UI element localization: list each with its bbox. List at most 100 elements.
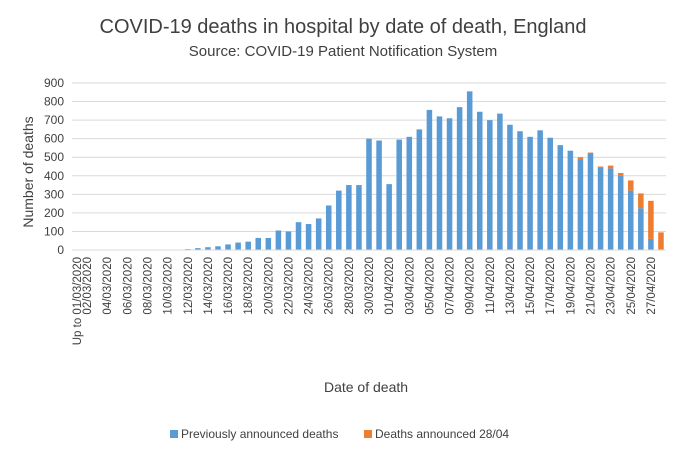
legend-label-previous: Previously announced deaths	[181, 427, 338, 441]
y-tick-label: 400	[44, 169, 64, 183]
bar-previous	[305, 224, 312, 250]
bar-previous	[648, 238, 654, 250]
y-tick-label: 100	[44, 224, 64, 238]
x-tick-label: 19/04/2020	[565, 257, 577, 315]
bar-previous	[567, 150, 574, 250]
x-tick-label: 08/03/2020	[143, 257, 155, 315]
x-tick-label: 07/04/2020	[445, 257, 457, 315]
x-tick-label: 28/03/2020	[344, 257, 356, 315]
x-tick-label: 05/04/2020	[424, 257, 436, 315]
bar-previous	[587, 153, 594, 250]
legend-swatch-previous	[170, 430, 178, 438]
bar-previous	[507, 124, 513, 250]
x-tick-label: 10/03/2020	[163, 257, 175, 315]
bar-previous	[577, 159, 584, 250]
bar-previous	[205, 247, 211, 250]
bar-previous	[225, 244, 231, 250]
bar-previous	[466, 91, 473, 250]
bar-previous	[315, 218, 322, 250]
bar-previous	[487, 120, 493, 250]
x-tick-label: 01/04/2020	[384, 257, 396, 315]
bar-previous	[627, 190, 634, 250]
bar-previous	[638, 208, 644, 250]
bar-new	[658, 232, 664, 250]
bar-previous	[245, 241, 251, 250]
y-tick-label: 600	[44, 132, 64, 146]
chart-title: COVID-19 deaths in hospital by date of d…	[100, 16, 587, 38]
bar-new	[617, 172, 624, 176]
bar-previous	[336, 190, 342, 250]
x-tick-label: 27/04/2020	[646, 257, 658, 315]
x-tick-label: 04/03/2020	[102, 257, 114, 315]
x-tick-label: 16/03/2020	[223, 257, 235, 315]
bar-previous	[366, 138, 372, 250]
bar-previous	[476, 111, 483, 250]
bar-previous	[265, 237, 272, 250]
bar-previous	[285, 231, 292, 250]
x-tick-label: 15/04/2020	[525, 257, 537, 315]
y-tick-label: 900	[44, 76, 64, 90]
y-tick-label: 500	[44, 150, 64, 164]
bar-new	[638, 193, 644, 209]
bar-previous	[215, 246, 221, 250]
bar-previous	[235, 242, 241, 250]
bar-previous	[275, 230, 282, 250]
bar-new	[597, 166, 604, 168]
bar-previous	[436, 116, 443, 251]
chart-subtitle: Source: COVID-19 Patient Notification Sy…	[189, 43, 497, 60]
bar-previous	[406, 136, 413, 250]
bar-previous	[497, 113, 503, 250]
bar-previous	[527, 136, 533, 250]
legend-label-new: Deaths announced 28/04	[375, 427, 509, 441]
x-tick-label: 24/03/2020	[304, 257, 316, 315]
bar-previous	[396, 139, 402, 250]
bar-previous	[537, 130, 543, 250]
x-tick-label: 03/04/2020	[404, 257, 416, 315]
bar-previous	[376, 140, 382, 250]
bar-previous	[295, 222, 302, 250]
x-tick-label: 23/04/2020	[606, 257, 618, 315]
x-tick-label: 14/03/2020	[203, 257, 215, 315]
bar-new	[587, 152, 594, 154]
x-axis-label: Date of death	[324, 379, 408, 395]
legend-swatch-new	[364, 430, 372, 438]
x-tick-label: 25/04/2020	[626, 257, 638, 315]
bar-previous	[255, 237, 262, 250]
x-tick-label: 20/03/2020	[263, 257, 275, 315]
bar-previous	[607, 168, 614, 250]
bars	[185, 91, 664, 251]
x-tick-label: 30/03/2020	[364, 257, 376, 315]
y-tick-label: 0	[57, 243, 64, 257]
bar-previous	[426, 109, 433, 251]
bar-previous	[356, 185, 362, 250]
x-tick-label: 02/03/2020	[82, 257, 94, 315]
bar-previous	[446, 118, 453, 250]
bar-new	[607, 165, 614, 169]
y-tick-label: 800	[44, 95, 64, 109]
bar-previous	[617, 175, 624, 250]
bar-previous	[346, 185, 352, 250]
bar-new	[577, 157, 584, 160]
x-tick-label: 21/04/2020	[585, 257, 597, 315]
x-tick-label: 18/03/2020	[243, 257, 255, 315]
x-tick-label: 06/03/2020	[122, 257, 134, 315]
y-tick-label: 300	[44, 187, 64, 201]
x-tick-label: 09/04/2020	[465, 257, 477, 315]
x-tick-label: 17/04/2020	[545, 257, 557, 315]
bar-new	[648, 200, 654, 239]
x-tick-label: 12/03/2020	[183, 257, 195, 315]
bar-previous	[557, 145, 564, 250]
y-tick-label: 700	[44, 113, 64, 127]
bar-previous	[456, 107, 463, 250]
bar-previous	[517, 131, 523, 250]
legend: Previously announced deaths Deaths annou…	[170, 427, 509, 441]
x-tick-label: 26/03/2020	[324, 257, 336, 315]
bar-previous	[416, 129, 423, 250]
x-tick-label: 22/03/2020	[283, 257, 295, 315]
bar-previous	[325, 205, 332, 250]
bar-previous	[597, 167, 604, 250]
x-tick-label: Up to 01/03/2020	[72, 257, 84, 345]
bar-new	[627, 180, 634, 191]
